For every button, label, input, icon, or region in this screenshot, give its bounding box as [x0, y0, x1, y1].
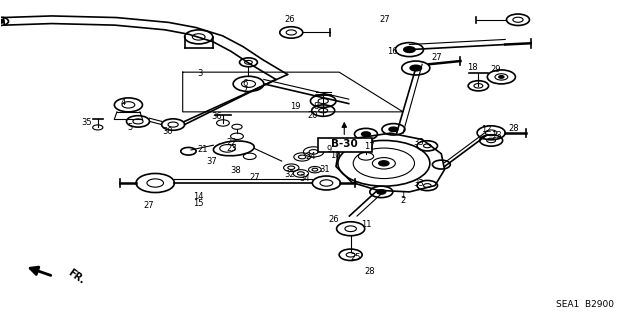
Text: 26: 26: [285, 15, 295, 24]
Text: 28: 28: [509, 124, 520, 133]
Circle shape: [379, 161, 389, 166]
Circle shape: [377, 190, 386, 194]
Text: 8: 8: [314, 102, 319, 111]
Text: 10: 10: [330, 151, 340, 160]
Text: 18: 18: [467, 63, 477, 72]
Text: 14: 14: [193, 192, 204, 202]
Text: 37: 37: [206, 157, 217, 166]
Text: 4: 4: [121, 98, 126, 107]
Circle shape: [362, 132, 371, 136]
Text: 19: 19: [291, 102, 301, 111]
Text: 24: 24: [306, 152, 316, 161]
Text: 35: 35: [81, 118, 92, 127]
Text: 34: 34: [300, 174, 310, 183]
Text: 29: 29: [490, 65, 501, 74]
Text: 11: 11: [361, 220, 371, 229]
Text: 27: 27: [143, 201, 154, 210]
Circle shape: [499, 76, 504, 78]
Text: 31: 31: [319, 165, 330, 174]
Text: FR.: FR.: [67, 268, 87, 286]
Text: 27: 27: [380, 15, 390, 24]
Text: 22: 22: [227, 138, 237, 147]
Circle shape: [410, 65, 422, 71]
Text: SEA1  B2900: SEA1 B2900: [556, 300, 614, 308]
Circle shape: [0, 19, 4, 23]
Text: 23: 23: [227, 144, 237, 153]
Text: 25: 25: [351, 253, 361, 262]
Text: 5: 5: [127, 123, 132, 132]
Text: 27: 27: [431, 53, 442, 62]
Text: 27: 27: [250, 173, 260, 182]
Text: 17: 17: [365, 142, 375, 151]
Text: 3: 3: [197, 69, 203, 78]
Text: 21: 21: [197, 145, 208, 154]
Circle shape: [404, 47, 415, 52]
Text: 36: 36: [211, 112, 222, 121]
Text: 32: 32: [285, 170, 295, 179]
Text: 20: 20: [307, 111, 317, 120]
Text: 2: 2: [401, 196, 406, 205]
Text: 38: 38: [230, 167, 241, 175]
FancyBboxPatch shape: [318, 137, 372, 152]
Circle shape: [389, 127, 398, 131]
Text: 28: 28: [365, 267, 375, 276]
Text: 15: 15: [193, 199, 204, 208]
Text: 26: 26: [329, 215, 339, 224]
Text: 7: 7: [243, 86, 248, 95]
Text: 13: 13: [491, 131, 502, 140]
Text: 12: 12: [481, 124, 492, 134]
Text: 30: 30: [163, 127, 173, 136]
Text: 16: 16: [387, 47, 398, 56]
Text: 6: 6: [243, 79, 248, 88]
Text: 33: 33: [413, 138, 424, 147]
Text: B-30: B-30: [331, 139, 358, 149]
Text: 33: 33: [413, 179, 424, 188]
Text: 1: 1: [401, 190, 406, 200]
Text: 9: 9: [326, 145, 332, 154]
